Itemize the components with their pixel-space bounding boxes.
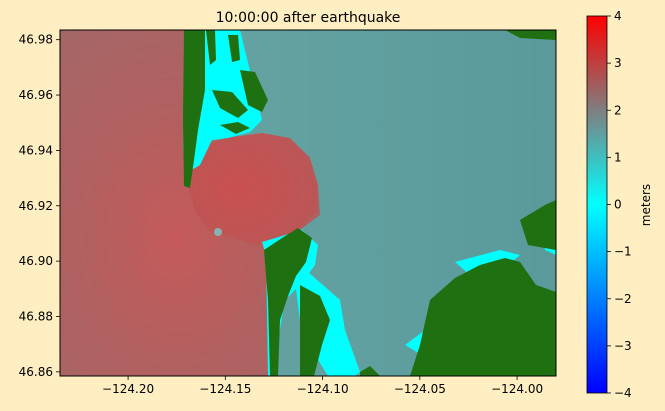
colorbar-tick-label: 0 [614,198,622,212]
colorbar-tick-label: 4 [614,9,622,23]
bay-water-field [188,133,318,246]
colorbar-tick-label: 1 [614,150,622,164]
chart-title: 10:00:00 after earthquake [216,10,401,26]
y-tick-label: 46.88 [19,309,53,323]
colorbar-tick-label: −3 [614,339,632,353]
plot-frame [59,29,557,377]
y-tick-label: 46.94 [19,143,53,157]
x-tick-label: −124.10 [297,382,349,396]
x-tick-label: −124.00 [491,382,543,396]
colorbar-tick-label: 3 [614,56,622,70]
y-tick-label: 46.96 [19,88,53,102]
colorbar-tick-label: 2 [614,103,622,117]
y-tick-label: 46.90 [19,254,53,268]
colorbar-gradient [586,15,608,394]
land-areas [183,30,556,376]
y-tick-label: 46.86 [19,365,53,379]
y-tick-label: 46.92 [19,199,53,213]
shallow-spot [214,228,222,236]
x-tick-label: −124.05 [394,382,446,396]
y-tick-label: 46.98 [19,33,53,47]
colorbar-tick-label: −2 [614,292,632,306]
x-tick-label: −124.20 [102,382,154,396]
offshore-water-field [60,30,320,376]
colorbar-tick-label: −1 [614,245,632,259]
colorbar-ticks: −4 −3 −2 −1 0 1 2 3 4 [607,9,632,400]
x-tick-label: −124.15 [199,382,251,396]
x-axis: −124.20 −124.15 −124.10 −124.05 −124.00 [102,376,543,396]
y-axis: 46.86 46.88 46.90 46.92 46.94 46.96 46.98 [19,33,60,379]
colorbar-tick-label: −4 [614,386,632,400]
colorbar-label: meters [639,184,653,226]
colorbar: −4 −3 −2 −1 0 1 2 3 4 meters [586,9,653,400]
heatmap-plot [60,30,556,376]
